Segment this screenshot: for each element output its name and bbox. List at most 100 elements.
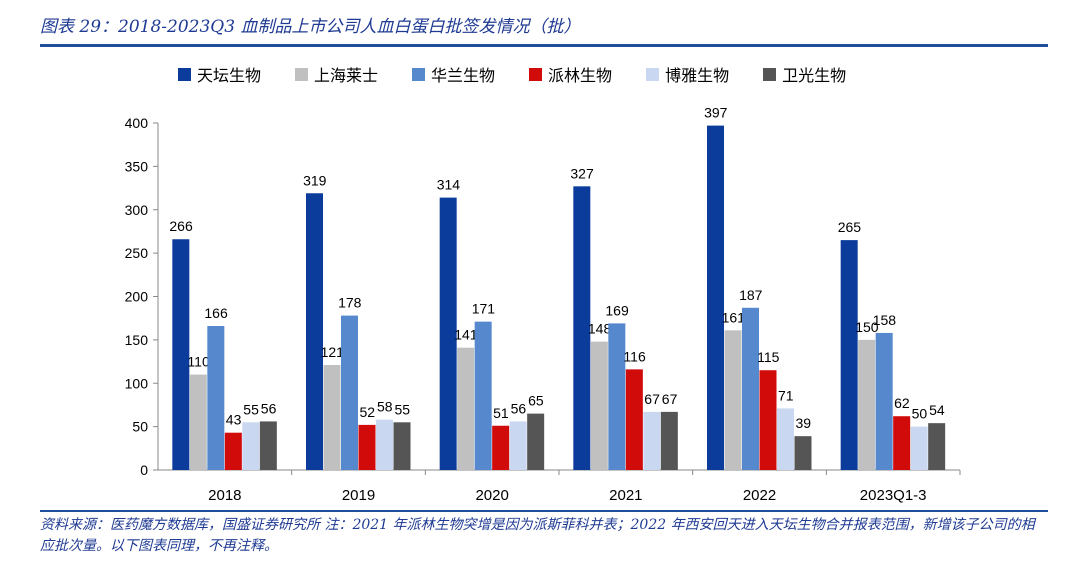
data-label: 266 bbox=[169, 218, 193, 234]
bar bbox=[858, 339, 876, 470]
legend-item: 博雅生物 bbox=[646, 62, 729, 86]
data-label: 187 bbox=[739, 287, 763, 303]
legend-item: 上海莱士 bbox=[295, 62, 378, 86]
legend-swatch bbox=[295, 67, 309, 81]
data-label: 265 bbox=[838, 219, 862, 235]
data-label: 56 bbox=[511, 400, 527, 416]
bar bbox=[306, 193, 323, 470]
data-label: 141 bbox=[454, 327, 478, 343]
data-label: 115 bbox=[757, 349, 780, 365]
bar bbox=[573, 186, 591, 470]
source-note: 资料来源：医药魔方数据库，国盛证券研究所 注：2021 年派林生物突增是因为派斯… bbox=[40, 517, 1035, 554]
data-label: 67 bbox=[644, 391, 660, 407]
y-tick-label: 150 bbox=[125, 332, 149, 348]
bar bbox=[439, 197, 457, 471]
x-tick-label: 2019 bbox=[342, 487, 375, 504]
bar bbox=[608, 323, 626, 470]
y-tick-label: 100 bbox=[125, 375, 149, 391]
bar bbox=[742, 307, 759, 470]
bar bbox=[590, 341, 608, 470]
data-label: 161 bbox=[722, 309, 746, 325]
legend-swatch bbox=[529, 67, 543, 81]
bar bbox=[259, 421, 277, 470]
bar bbox=[724, 330, 742, 470]
x-tick-label: 2018 bbox=[208, 487, 241, 504]
data-label: 158 bbox=[873, 312, 897, 328]
y-tick-label: 200 bbox=[125, 289, 149, 305]
bar bbox=[759, 370, 777, 470]
bar bbox=[840, 240, 858, 470]
bar bbox=[794, 436, 812, 470]
bar bbox=[457, 347, 475, 470]
footer-rule bbox=[40, 510, 1048, 512]
bar bbox=[707, 125, 724, 470]
legend-swatch bbox=[763, 67, 777, 81]
bar bbox=[323, 365, 341, 470]
legend-item: 卫光生物 bbox=[763, 62, 846, 86]
data-label: 319 bbox=[303, 172, 327, 188]
data-label: 110 bbox=[187, 354, 210, 370]
bar bbox=[527, 413, 545, 470]
data-label: 55 bbox=[394, 401, 410, 417]
y-tick-label: 300 bbox=[125, 202, 149, 218]
data-label: 55 bbox=[243, 401, 259, 417]
x-tick-label: 2020 bbox=[475, 487, 508, 504]
data-label: 121 bbox=[321, 344, 345, 360]
data-label: 327 bbox=[570, 165, 594, 181]
figure-title: 图表 29：2018-2023Q3 血制品上市公司人血白蛋白批签发情况（批） bbox=[40, 17, 581, 37]
data-label: 51 bbox=[493, 405, 509, 421]
data-label: 65 bbox=[528, 393, 544, 409]
bar bbox=[358, 424, 376, 470]
legend-label: 博雅生物 bbox=[665, 66, 730, 85]
title-rule bbox=[40, 44, 1048, 47]
data-label: 171 bbox=[472, 301, 496, 317]
legend-label: 华兰生物 bbox=[431, 66, 496, 85]
legend-label: 上海莱士 bbox=[314, 66, 379, 85]
bar bbox=[207, 325, 225, 470]
data-label: 50 bbox=[912, 406, 928, 422]
x-tick-label: 2023Q1-3 bbox=[860, 487, 927, 504]
data-label: 62 bbox=[894, 395, 910, 411]
bar bbox=[660, 411, 678, 470]
data-label: 169 bbox=[605, 302, 629, 318]
data-label: 150 bbox=[855, 319, 879, 335]
bar bbox=[242, 422, 260, 470]
data-label: 58 bbox=[377, 399, 393, 415]
bar bbox=[393, 422, 411, 470]
bar bbox=[224, 432, 242, 470]
bar bbox=[625, 369, 643, 470]
legend: 天坛生物 上海莱士 华兰生物 派林生物 博雅生物 卫光生物 bbox=[178, 62, 846, 86]
bar bbox=[509, 421, 527, 470]
data-label: 54 bbox=[929, 402, 945, 418]
data-label: 56 bbox=[261, 400, 277, 416]
bar bbox=[474, 321, 492, 470]
data-label: 166 bbox=[204, 305, 228, 321]
data-label: 314 bbox=[437, 177, 461, 193]
bar bbox=[875, 332, 893, 470]
legend-item: 派林生物 bbox=[529, 62, 612, 86]
legend-swatch bbox=[412, 67, 426, 81]
legend-swatch bbox=[646, 67, 660, 81]
y-tick-label: 0 bbox=[140, 462, 148, 478]
bar bbox=[910, 426, 928, 470]
bar bbox=[643, 411, 661, 470]
x-tick-label: 2021 bbox=[609, 487, 642, 504]
data-label: 52 bbox=[359, 404, 375, 420]
y-tick-label: 250 bbox=[125, 245, 149, 261]
data-label: 43 bbox=[226, 412, 242, 428]
data-label: 116 bbox=[623, 348, 646, 364]
legend-item: 天坛生物 bbox=[178, 62, 261, 86]
bar bbox=[376, 419, 393, 470]
data-label: 71 bbox=[778, 387, 794, 403]
bar bbox=[172, 239, 190, 470]
data-label: 39 bbox=[795, 415, 811, 431]
data-label: 178 bbox=[338, 295, 362, 311]
x-tick-label: 2022 bbox=[743, 487, 776, 504]
bar bbox=[893, 416, 911, 470]
y-tick-label: 400 bbox=[125, 115, 149, 131]
bar bbox=[492, 425, 510, 470]
legend-label: 派林生物 bbox=[548, 66, 613, 85]
y-tick-label: 350 bbox=[125, 158, 149, 174]
data-label: 67 bbox=[662, 391, 678, 407]
